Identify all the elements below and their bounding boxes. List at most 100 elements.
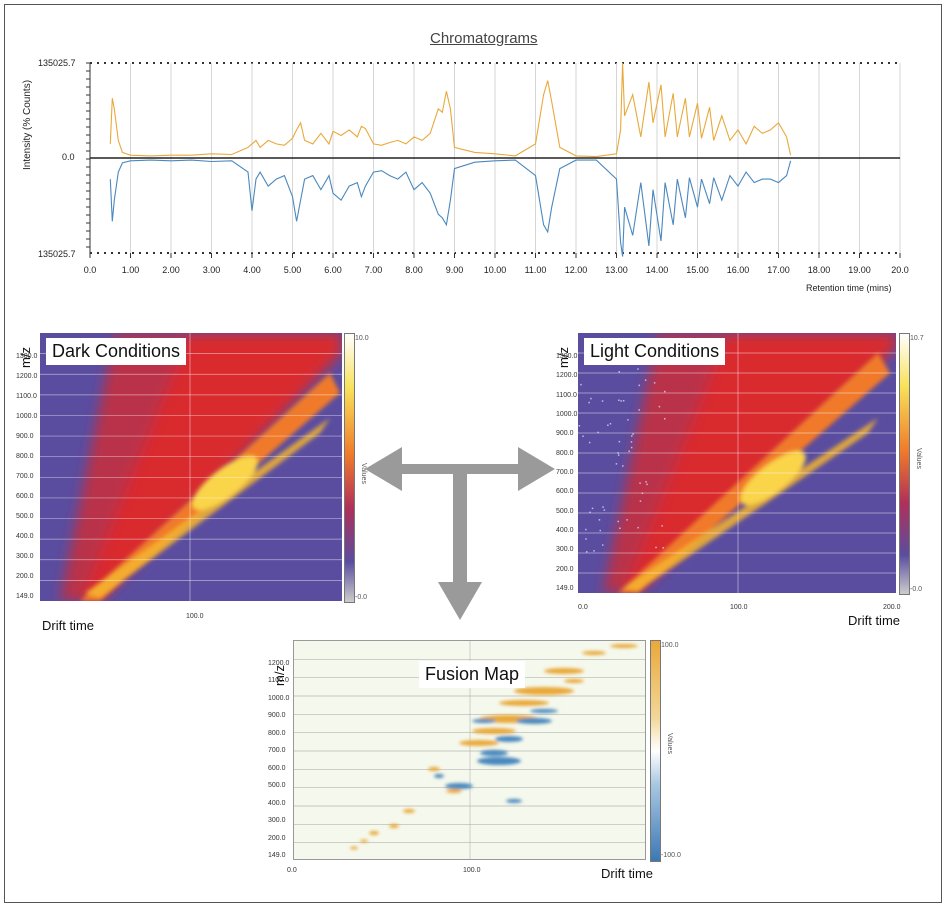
fusion-difference-blob bbox=[360, 839, 368, 843]
xtick-label: 3.00 bbox=[203, 265, 221, 275]
noise-speck bbox=[588, 441, 591, 444]
noise-speck bbox=[619, 527, 621, 529]
noise-speck bbox=[639, 482, 641, 484]
ytick-label: 700.0 bbox=[556, 469, 574, 476]
noise-speck bbox=[598, 519, 601, 521]
fusion-cbar-label: Values bbox=[665, 733, 673, 754]
ytick-label: 1000.0 bbox=[268, 694, 290, 702]
fusion-difference-blob bbox=[564, 679, 584, 683]
noise-speck bbox=[585, 538, 587, 540]
fusion-difference-blob bbox=[506, 799, 522, 803]
fusion-difference-blob bbox=[499, 700, 549, 706]
fusion-difference-blob bbox=[446, 789, 462, 793]
ytick-label: 1100.0 bbox=[268, 677, 289, 685]
fusion-difference-blob bbox=[434, 774, 444, 778]
ytick-label: 1300.0 bbox=[556, 353, 578, 360]
ytick-label: 500.0 bbox=[16, 513, 34, 520]
light-xlabel: Drift time bbox=[848, 613, 900, 628]
noise-speck bbox=[597, 431, 599, 434]
fusion-difference-blob bbox=[495, 736, 523, 742]
xtick-label: 16.00 bbox=[727, 265, 750, 275]
fusion-cbar-max: 100.0 bbox=[661, 642, 679, 649]
xtick-label: 0.0 bbox=[84, 265, 97, 275]
noise-speck bbox=[617, 454, 620, 456]
xtick-label: 5.00 bbox=[284, 265, 302, 275]
noise-speck bbox=[632, 433, 634, 435]
light-title: Light Conditions bbox=[584, 338, 726, 365]
noise-speck bbox=[646, 483, 648, 486]
ytick-label: 800.0 bbox=[556, 449, 574, 457]
noise-speck bbox=[618, 440, 621, 443]
ytick-label: 1200.0 bbox=[556, 372, 578, 380]
noise-speck bbox=[591, 507, 594, 510]
noise-speck bbox=[631, 435, 633, 437]
ytick-label: 400.0 bbox=[16, 533, 34, 540]
xtick-label: 2.00 bbox=[162, 265, 180, 275]
arrow-down-head bbox=[438, 582, 482, 620]
xtick-label: 9.00 bbox=[446, 265, 464, 275]
dark-xlabel: Drift time bbox=[42, 618, 94, 633]
fusion-difference-blob bbox=[459, 740, 499, 746]
noise-speck bbox=[580, 383, 582, 386]
noise-speck bbox=[617, 520, 619, 523]
fusion-difference-blob bbox=[472, 719, 496, 723]
ytick-label: 300.0 bbox=[16, 553, 34, 560]
chromatogram-plot: 0.0 1.00 2.00 3.00 4.00 5.00 6.00 7.00 8.00 9.00 1… bbox=[84, 62, 909, 275]
noise-speck bbox=[593, 550, 595, 552]
ytick-label: 300.0 bbox=[268, 817, 286, 825]
noise-speck bbox=[622, 465, 624, 467]
light-xtick-100: 100.0 bbox=[730, 604, 748, 611]
noise-speck bbox=[620, 400, 622, 402]
noise-speck bbox=[664, 418, 666, 420]
noise-speck bbox=[578, 425, 581, 427]
ytick-label: 1200.0 bbox=[16, 373, 38, 380]
light-cbar-min: -0.0 bbox=[910, 586, 923, 593]
ytick-label: 1000.0 bbox=[16, 413, 38, 420]
noise-speck bbox=[618, 399, 620, 401]
noise-speck bbox=[622, 400, 625, 402]
xtick-label: 1.00 bbox=[122, 265, 140, 275]
fusion-title: Fusion Map bbox=[419, 661, 526, 688]
arrow-right-head bbox=[518, 447, 555, 491]
noise-speck bbox=[599, 529, 601, 532]
fusion-cbar-min: -100.0 bbox=[661, 852, 681, 859]
ytick-top: 135025.7 bbox=[38, 58, 76, 68]
noise-speck bbox=[661, 525, 663, 527]
fusion-difference-blob bbox=[530, 709, 558, 713]
fusion-difference-blob bbox=[516, 718, 552, 724]
noise-speck bbox=[653, 382, 656, 384]
noise-speck bbox=[645, 481, 647, 483]
xtick-label: 8.00 bbox=[405, 265, 423, 275]
noise-speck bbox=[615, 463, 618, 465]
noise-speck bbox=[607, 424, 609, 426]
ytick-label: 149.0 bbox=[556, 585, 574, 592]
fusion-difference-blob bbox=[582, 651, 606, 655]
noise-speck bbox=[644, 379, 647, 381]
ytick-label: 1300.0 bbox=[16, 353, 38, 360]
fusion-difference-blob bbox=[610, 644, 638, 648]
noise-speck bbox=[639, 500, 642, 502]
xtick-label: 4.00 bbox=[243, 265, 261, 275]
fusion-colorbar bbox=[650, 640, 661, 862]
xtick-label: 11.00 bbox=[525, 265, 547, 275]
fusion-difference-blob bbox=[477, 757, 521, 765]
light-cbar-max: 10.7 bbox=[910, 335, 924, 342]
xtick-label: 10.00 bbox=[484, 265, 507, 275]
fusion-difference-blob bbox=[544, 668, 584, 674]
xtick-label: 19.00 bbox=[848, 265, 871, 275]
xtick-label: 12.00 bbox=[565, 265, 588, 275]
ytick-label: 1200.0 bbox=[268, 660, 290, 667]
fusion-difference-blob bbox=[445, 783, 473, 789]
xtick-label: 20.0 bbox=[891, 265, 909, 275]
dark-xtick-100: 100.0 bbox=[186, 613, 204, 620]
noise-speck bbox=[618, 371, 620, 373]
arrow-left-head bbox=[365, 447, 402, 491]
fusion-difference-blob bbox=[369, 831, 379, 835]
noise-speck bbox=[664, 390, 666, 393]
noise-speck bbox=[655, 546, 657, 549]
arrow-shaft-horizontal bbox=[390, 464, 530, 474]
ytick-bottom: 135025.7 bbox=[38, 249, 76, 259]
noise-speck bbox=[662, 547, 664, 549]
ytick-label: 800.0 bbox=[16, 453, 34, 460]
fusion-xtick-100: 100.0 bbox=[463, 867, 481, 874]
